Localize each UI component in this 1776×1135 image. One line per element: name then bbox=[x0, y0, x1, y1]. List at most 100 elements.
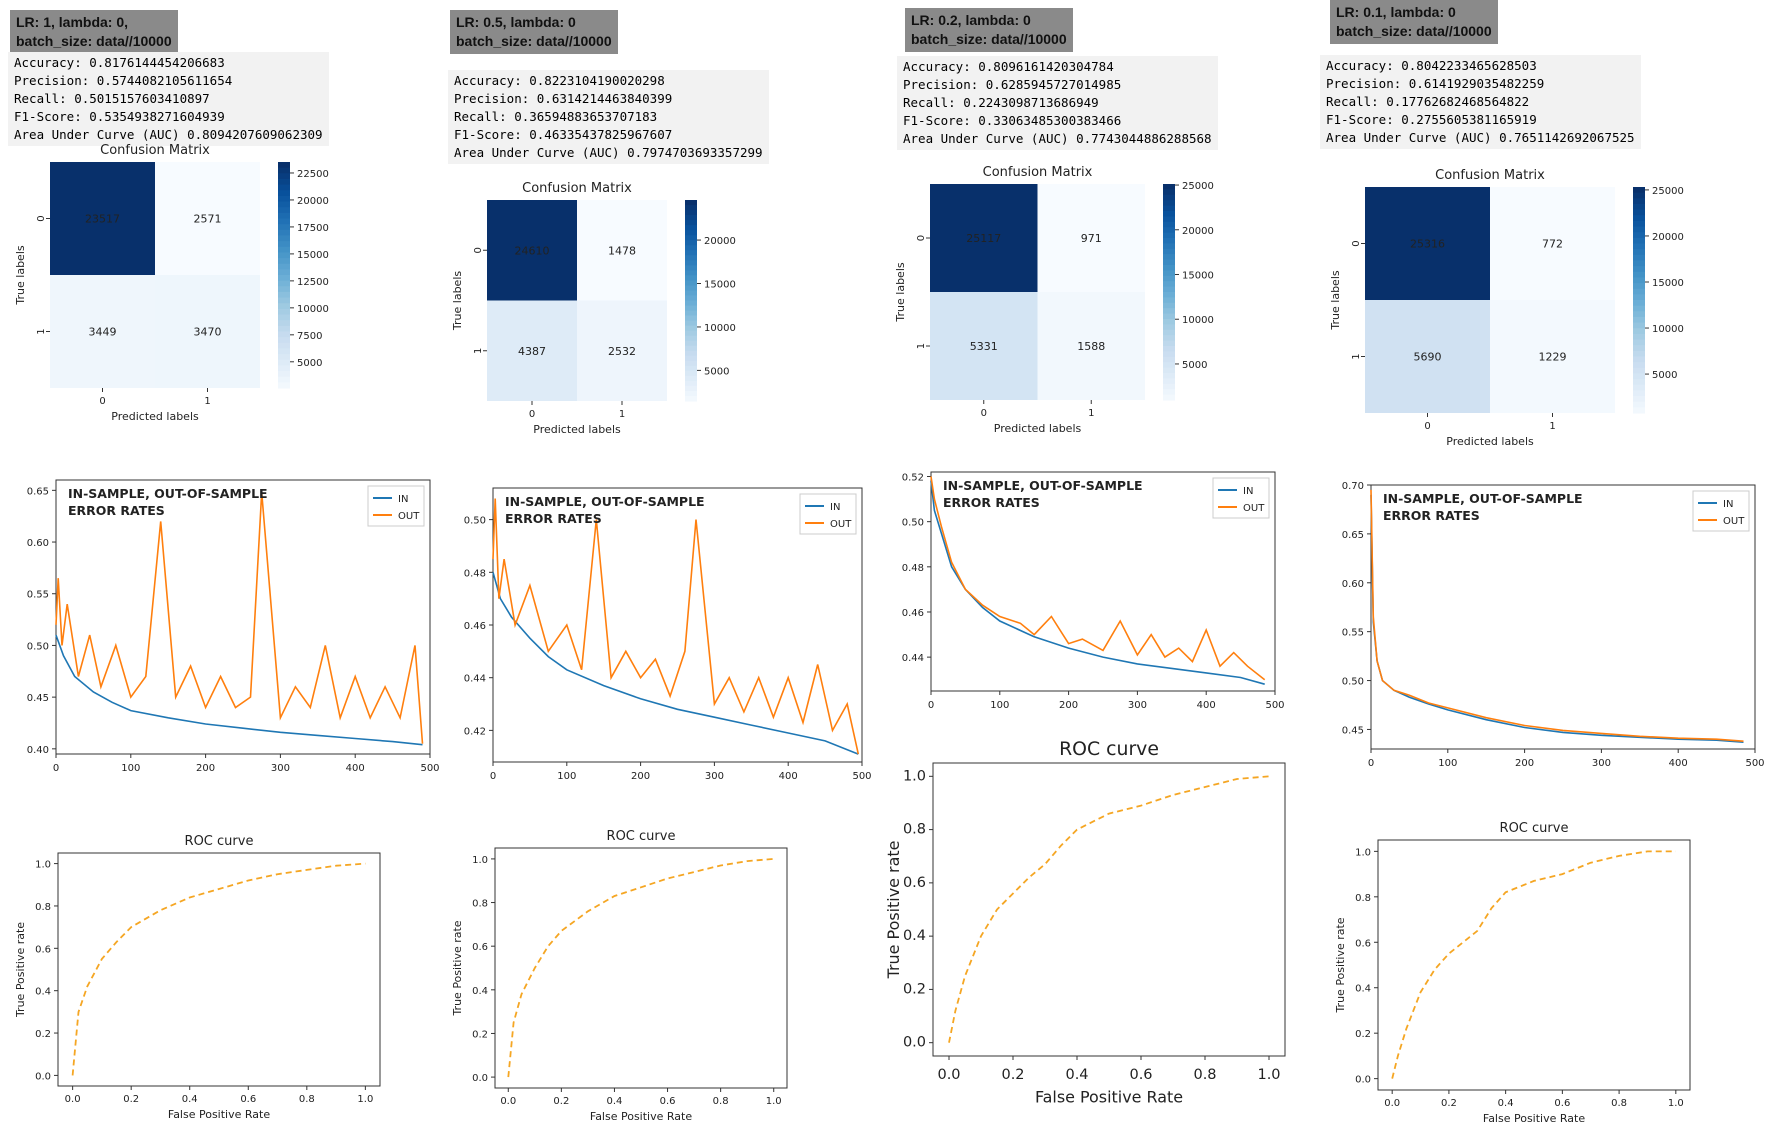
x-tick-label: 200 bbox=[1059, 700, 1078, 711]
colorbar-segment bbox=[685, 215, 697, 221]
colorbar-segment bbox=[685, 285, 697, 292]
y-tick-label: 0.44 bbox=[464, 674, 486, 685]
colorbar-segment bbox=[1163, 297, 1175, 304]
colorbar-segment bbox=[278, 195, 290, 203]
x-tick-label: 400 bbox=[1197, 700, 1216, 711]
x-tick-label: 100 bbox=[557, 771, 576, 782]
x-tick-label: 100 bbox=[990, 700, 1009, 711]
y-axis-label: True Positive rate bbox=[14, 922, 27, 1018]
matrix-cell bbox=[1037, 184, 1145, 292]
x-tick-label: 0 bbox=[981, 408, 987, 419]
y-axis-label: True labels bbox=[451, 271, 464, 331]
metric-line: Area Under Curve (AUC) 0.809420760906230… bbox=[14, 127, 323, 142]
y-tick-label: 0.65 bbox=[1342, 530, 1364, 541]
colorbar-segment bbox=[1163, 378, 1175, 385]
cell-value: 1478 bbox=[608, 244, 636, 257]
colorbar-segment bbox=[1163, 216, 1175, 223]
y-tick-label: 1 bbox=[473, 348, 484, 354]
colorbar-segment bbox=[1633, 283, 1645, 290]
y-tick-label: 1 bbox=[916, 343, 927, 349]
y-tick-label: 0.8 bbox=[903, 822, 926, 838]
run-config-header: LR: 1, lambda: 0, batch_size: data//10000 bbox=[10, 10, 178, 54]
colorbar-segment bbox=[1633, 345, 1645, 352]
colorbar-segment bbox=[1633, 198, 1645, 205]
metric-line: Accuracy: 0.8042233465628503 bbox=[1326, 58, 1537, 73]
colorbar-segment bbox=[278, 365, 290, 372]
colorbar-segment bbox=[278, 218, 290, 225]
colorbar-segment bbox=[685, 320, 697, 327]
y-tick-label: 0.60 bbox=[27, 538, 49, 549]
colorbar-segment bbox=[278, 246, 290, 253]
x-axis-label: False Positive Rate bbox=[590, 1110, 692, 1123]
roc-line bbox=[71, 862, 366, 1076]
metric-line: Accuracy: 0.8096161420304784 bbox=[903, 59, 1114, 74]
roc-line bbox=[1391, 850, 1676, 1079]
chart-title: IN-SAMPLE, OUT-OF-SAMPLE bbox=[1383, 491, 1583, 506]
x-tick-label: 0.6 bbox=[1129, 1067, 1152, 1083]
colorbar-tick-label: 10000 bbox=[704, 323, 736, 334]
colorbar-segment bbox=[685, 265, 697, 271]
error-rate-chart: 0 100 200 300 400 500 0.42 0.44 0.46 0.48 0.50 IN-S… bbox=[464, 487, 872, 782]
x-tick-label: 200 bbox=[196, 763, 215, 774]
colorbar-segment bbox=[1633, 203, 1645, 211]
colorbar-segment bbox=[1163, 211, 1175, 217]
colorbar-segment bbox=[685, 360, 697, 367]
colorbar-segment bbox=[1163, 308, 1175, 315]
colorbar-segment bbox=[685, 395, 697, 402]
x-tick-label: 200 bbox=[631, 771, 650, 782]
metric-line: Precision: 0.6141929035482259 bbox=[1326, 76, 1545, 91]
x-tick-label: 1 bbox=[1088, 408, 1094, 419]
y-tick-label: 0.52 bbox=[902, 473, 924, 484]
x-tick-label: 1.0 bbox=[1257, 1067, 1280, 1083]
colorbar-segment bbox=[1633, 260, 1645, 267]
colorbar-segment bbox=[278, 263, 290, 270]
colorbar-segment bbox=[685, 225, 697, 231]
chart-title: IN-SAMPLE, OUT-OF-SAMPLE bbox=[943, 478, 1143, 493]
y-tick-label: 0.4 bbox=[1355, 984, 1371, 995]
y-axis-label: True labels bbox=[1329, 270, 1342, 330]
colorbar-segment bbox=[1163, 259, 1175, 266]
metric-line: Recall: 0.5015157603410897 bbox=[14, 91, 210, 106]
y-tick-label: 0.8 bbox=[35, 902, 51, 913]
x-tick-label: 0.8 bbox=[713, 1096, 729, 1107]
matrix-cell bbox=[1037, 292, 1145, 400]
metric-line: Accuracy: 0.8223104190020298 bbox=[454, 73, 665, 88]
matrix-cell bbox=[155, 162, 260, 275]
colorbar-segment bbox=[685, 380, 697, 387]
colorbar-segment bbox=[278, 201, 290, 208]
colorbar-segment bbox=[1633, 271, 1645, 278]
colorbar-segment bbox=[278, 325, 290, 333]
cell-value: 24610 bbox=[515, 244, 550, 257]
header-line: LR: 0.2, lambda: 0 bbox=[911, 12, 1031, 28]
colorbar-segment bbox=[1163, 200, 1175, 207]
x-tick-label: 0 bbox=[1424, 421, 1430, 432]
y-tick-label: 0.6 bbox=[1355, 938, 1371, 949]
y-tick-label: 0 bbox=[473, 247, 484, 253]
colorbar-segment bbox=[1163, 281, 1175, 288]
header-line: batch_size: data//10000 bbox=[16, 33, 172, 49]
colorbar-segment bbox=[1163, 383, 1175, 390]
matrix-cell bbox=[50, 162, 155, 275]
metrics-block: Accuracy: 0.8042233465628503 Precision: 0… bbox=[1320, 55, 1641, 149]
colorbar-tick-label: 20000 bbox=[704, 236, 736, 247]
chart-title: ROC curve bbox=[607, 829, 676, 844]
x-tick-label: 1.0 bbox=[1668, 1098, 1684, 1109]
colorbar-segment bbox=[1163, 340, 1175, 347]
colorbar-segment bbox=[685, 355, 697, 362]
colorbar-segment bbox=[278, 162, 290, 169]
colorbar-segment bbox=[278, 190, 290, 197]
matrix-cell bbox=[1365, 300, 1490, 413]
colorbar-segment bbox=[685, 365, 697, 372]
colorbar-segment bbox=[278, 371, 290, 378]
colorbar-segment bbox=[685, 210, 697, 216]
series-line-out bbox=[492, 498, 860, 755]
x-axis-label: False Positive Rate bbox=[1483, 1112, 1585, 1125]
metric-line: Area Under Curve (AUC) 0.797470369335729… bbox=[454, 145, 763, 160]
y-tick-label: 0.65 bbox=[27, 486, 49, 497]
colorbar-segment bbox=[278, 331, 290, 338]
y-tick-label: 0.8 bbox=[472, 899, 488, 910]
x-tick-label: 0 bbox=[928, 700, 934, 711]
matrix-cell bbox=[1490, 300, 1615, 413]
colorbar-tick-label: 15000 bbox=[1182, 271, 1214, 282]
legend-label: OUT bbox=[1243, 503, 1265, 514]
